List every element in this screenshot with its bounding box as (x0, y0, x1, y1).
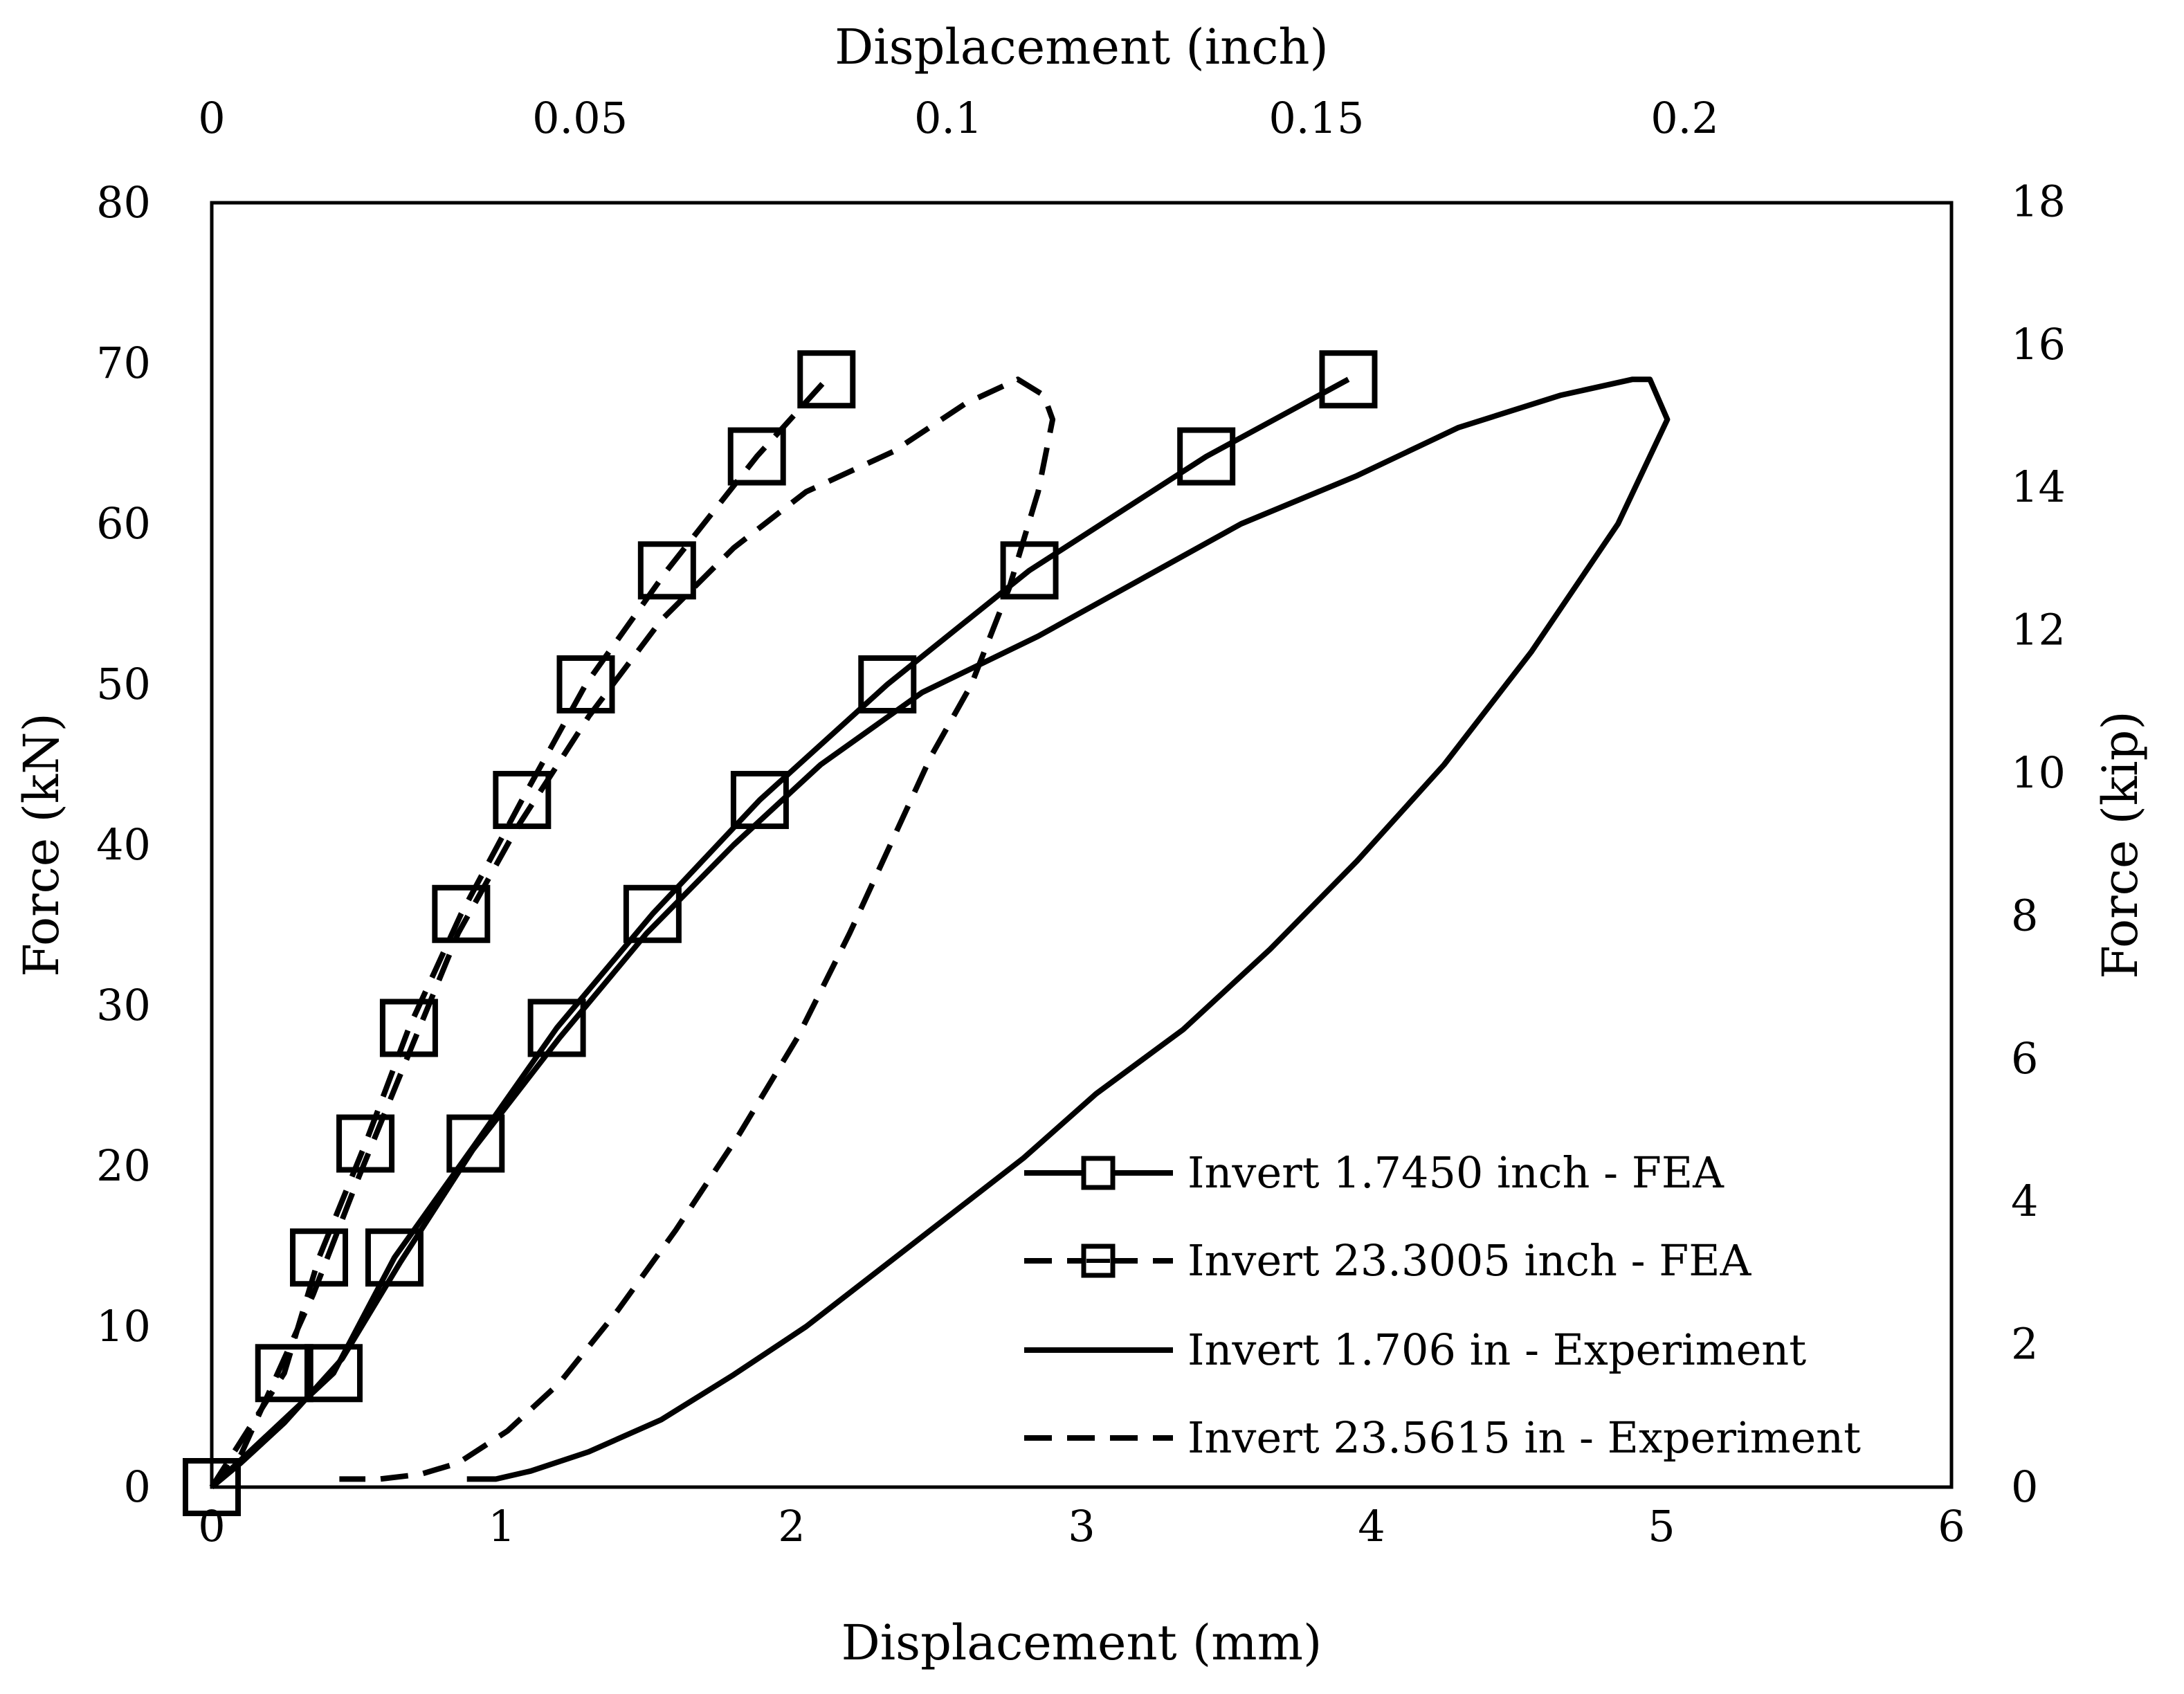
x-top-tick-label: 0.1 (914, 93, 983, 143)
y-right-tick-label: 12 (2011, 605, 2066, 655)
y-left-tick-label: 70 (96, 338, 151, 388)
x-top-axis-title: Displacement (inch) (835, 19, 1329, 75)
x-bottom-tick-label: 2 (778, 1501, 805, 1551)
data-point-marker (527, 999, 586, 1057)
data-point-marker (493, 771, 552, 830)
y-left-tick-label: 30 (96, 980, 151, 1030)
y-left-tick-label: 20 (96, 1140, 151, 1191)
y-right-tick-label: 4 (2011, 1176, 2038, 1226)
data-point-marker (797, 350, 856, 409)
data-point-marker (336, 1114, 395, 1173)
x-top-tick-label: 0.2 (1650, 93, 1719, 143)
plot-frame (210, 201, 1954, 1489)
legend-item-exp-1: Invert 1.706 in - Experiment (1024, 1324, 1806, 1375)
series-4 (210, 376, 1056, 1489)
legend-label-fea-2: Invert 23.3005 inch - FEA (1187, 1235, 1752, 1286)
data-point-marker (727, 427, 786, 486)
x-bottom-tick-label: 4 (1358, 1501, 1385, 1551)
legend-label-fea-1: Invert 1.7450 inch - FEA (1187, 1147, 1725, 1198)
series-layer (183, 350, 1671, 1516)
legend: Invert 1.7450 inch - FEA Invert 23.3005 … (1024, 1147, 1861, 1463)
y-right-tick-label: 6 (2011, 1033, 2038, 1084)
data-point-marker (637, 541, 696, 600)
y-right-tick-label: 8 (2011, 890, 2038, 940)
y-right-tick-label: 14 (2011, 462, 2066, 512)
series-line (209, 377, 829, 1489)
data-point-marker (432, 884, 491, 943)
data-point-marker (1319, 350, 1378, 409)
x-bottom-tick-label: 3 (1068, 1501, 1095, 1551)
y-right-tick-label: 0 (2011, 1461, 2038, 1512)
legend-item-exp-2: Invert 23.5615 in - Experiment (1024, 1412, 1861, 1463)
y-left-tick-label: 0 (124, 1461, 151, 1512)
data-point-marker (623, 884, 682, 943)
legend-marker-fea-1 (1081, 1156, 1116, 1190)
y-left-tick-label: 40 (96, 819, 151, 870)
data-point-marker (1000, 541, 1059, 600)
x-bottom-tick-label: 6 (1938, 1501, 1965, 1551)
x-top-tick-label: 0 (198, 93, 225, 143)
x-top-tick-label: 0.05 (532, 93, 628, 143)
y-left-axis-title: Force (kN) (13, 713, 70, 977)
data-point-marker (446, 1114, 505, 1173)
x-bottom-axis-title: Displacement (mm) (841, 1614, 1322, 1671)
y-left-tick-label: 50 (96, 659, 151, 709)
x-bottom-tick-label: 1 (488, 1501, 515, 1551)
y-right-tick-label: 10 (2011, 747, 2066, 798)
y-left-tick-label: 80 (96, 177, 151, 228)
legend-label-exp-1: Invert 1.706 in - Experiment (1187, 1324, 1806, 1375)
ticks-layer: 0 1 2 3 4 5 60 0.05 0.1 0.15 0.2010203040506070800… (96, 93, 2066, 1551)
x-top-tick-label: 0.15 (1268, 93, 1364, 143)
series-line (210, 376, 1350, 1489)
series-line (210, 376, 1671, 1490)
legend-item-fea-1: Invert 1.7450 inch - FEA (1024, 1147, 1725, 1198)
x-bottom-tick-label: 0 (198, 1501, 225, 1551)
y-right-tick-label: 18 (2011, 176, 2066, 226)
data-point-marker (1177, 427, 1236, 486)
data-point-marker (858, 655, 917, 713)
y-left-tick-label: 10 (96, 1301, 151, 1351)
y-right-axis-title: Force (kip) (2092, 711, 2149, 978)
y-left-tick-label: 60 (96, 498, 151, 549)
y-right-tick-label: 2 (2011, 1319, 2038, 1369)
data-point-marker (365, 1228, 424, 1287)
y-right-tick-label: 16 (2011, 319, 2066, 370)
x-bottom-tick-label: 5 (1648, 1501, 1675, 1551)
legend-label-exp-2: Invert 23.5615 in - Experiment (1187, 1412, 1861, 1463)
series-3 (210, 376, 1671, 1490)
legend-item-fea-2: Invert 23.3005 inch - FEA (1024, 1235, 1752, 1286)
series-line (210, 376, 1056, 1489)
data-point-marker (304, 1344, 363, 1403)
data-point-marker (255, 1344, 313, 1403)
